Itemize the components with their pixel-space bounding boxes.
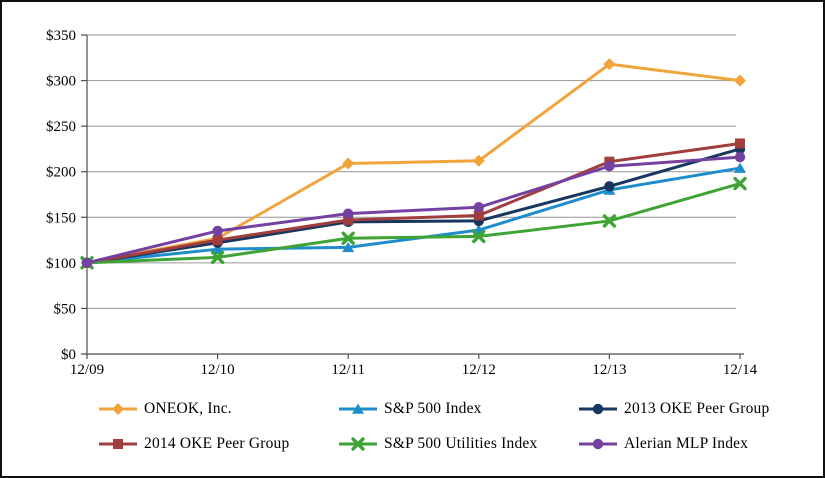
series-marker bbox=[343, 215, 354, 226]
peer2013-circle-marker-icon bbox=[579, 403, 617, 415]
legend-label: 2013 OKE Peer Group bbox=[624, 400, 770, 417]
series-marker bbox=[212, 235, 223, 246]
legend-item-sp500-utilities: S&P 500 Utilities Index bbox=[337, 435, 577, 453]
legend-item-sp500: S&P 500 Index bbox=[337, 400, 577, 418]
peer2014-square-marker-icon bbox=[99, 439, 137, 449]
x-axis-label: 12/09 bbox=[70, 362, 104, 378]
series-marker bbox=[734, 74, 746, 87]
series-marker bbox=[602, 214, 617, 228]
series-marker bbox=[342, 241, 355, 253]
series-marker bbox=[472, 229, 486, 244]
series-marker bbox=[735, 138, 745, 149]
legend-item-alerian-mlp: Alerian MLP Index bbox=[577, 435, 769, 453]
series-marker bbox=[81, 257, 93, 269]
sp500-triangle-marker-icon bbox=[339, 403, 377, 414]
series-marker bbox=[211, 243, 224, 254]
legend-marker-shape bbox=[112, 403, 124, 415]
series-marker bbox=[472, 154, 485, 167]
series-marker bbox=[212, 225, 223, 237]
legend-item-2014-oke-peer-group: 2014 OKE Peer Group bbox=[97, 435, 337, 453]
legend-label: Alerian MLP Index bbox=[624, 435, 749, 452]
series-marker bbox=[341, 231, 355, 245]
legend-marker-shape bbox=[113, 439, 123, 449]
series-marker bbox=[734, 162, 746, 173]
x-axis-label: 12/14 bbox=[723, 362, 758, 378]
utilities-x-marker-icon bbox=[339, 437, 377, 451]
x-axis-label: 12/10 bbox=[201, 362, 235, 378]
y-axis-label: $0 bbox=[61, 347, 76, 363]
x-axis-label: 12/13 bbox=[592, 362, 626, 378]
legend-label: ONEOK, Inc. bbox=[144, 400, 232, 417]
oneok-diamond-marker-icon bbox=[99, 403, 137, 415]
y-axis-label: $300 bbox=[46, 74, 76, 90]
y-axis-label: $200 bbox=[46, 165, 76, 181]
series-line bbox=[86, 141, 741, 265]
y-axis-label: $100 bbox=[46, 256, 76, 272]
series-marker bbox=[604, 181, 615, 192]
series-marker bbox=[343, 208, 354, 219]
legend-label: S&P 500 Utilities Index bbox=[384, 435, 538, 452]
series-marker bbox=[734, 151, 746, 163]
chart-legend: ONEOK, Inc. S&P 500 Index 2013 OKE Peer … bbox=[97, 400, 769, 453]
y-axis-label: $150 bbox=[46, 210, 76, 226]
x-axis-label: 12/11 bbox=[331, 362, 365, 378]
legend-marker-shape bbox=[592, 403, 604, 415]
legend-label: 2014 OKE Peer Group bbox=[144, 435, 290, 452]
series-marker bbox=[473, 202, 484, 213]
alerian-circle-marker-icon bbox=[579, 438, 617, 450]
series-line bbox=[86, 147, 741, 265]
legend-item-2013-oke-peer-group: 2013 OKE Peer Group bbox=[577, 400, 769, 418]
x-axis-label: 12/12 bbox=[462, 362, 496, 378]
legend-marker-shape bbox=[592, 438, 604, 450]
y-axis-label: $250 bbox=[46, 119, 76, 135]
series-line bbox=[86, 155, 741, 265]
series-marker bbox=[733, 176, 747, 191]
series-marker bbox=[473, 210, 484, 221]
series-marker bbox=[210, 250, 225, 265]
y-axis-label: $50 bbox=[54, 301, 77, 317]
series-marker bbox=[604, 161, 615, 172]
series-marker bbox=[603, 58, 616, 71]
legend-label: S&P 500 Index bbox=[384, 400, 482, 417]
series-line bbox=[86, 182, 741, 265]
legend-item-oneok: ONEOK, Inc. bbox=[97, 400, 337, 418]
y-axis-label: $350 bbox=[46, 28, 76, 44]
legend-marker-shape bbox=[352, 403, 364, 414]
series-marker bbox=[342, 157, 355, 170]
legend-marker-shape bbox=[351, 437, 365, 451]
